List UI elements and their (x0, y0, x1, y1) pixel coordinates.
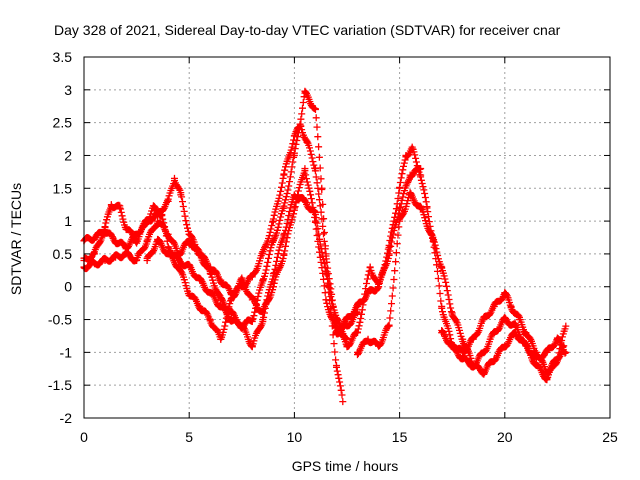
plot-frame (83, 56, 611, 419)
y-tick-label: 1 (64, 213, 72, 229)
y-tick-label: -1.5 (48, 377, 72, 393)
grid-lines (84, 57, 610, 418)
series-g (438, 327, 570, 378)
y-axis-label: SDTVAR / TECUs (8, 183, 24, 295)
y-tick-label: 2.5 (53, 115, 73, 131)
x-tick-label: 20 (497, 429, 513, 445)
series-track (438, 327, 569, 378)
y-tick-label: 3 (64, 82, 72, 98)
y-tick-label: 0 (64, 279, 72, 295)
y-tick-label: -1 (60, 344, 73, 360)
chart-title: Day 328 of 2021, Sidereal Day-to-day VTE… (54, 22, 561, 38)
x-tick-label: 15 (392, 429, 408, 445)
y-tick-label: 0.5 (53, 246, 73, 262)
x-tick-label: 25 (602, 429, 618, 445)
y-tick-label: -0.5 (48, 312, 72, 328)
y-tick-label: -2 (60, 410, 73, 426)
y-tick-label: 3.5 (53, 49, 73, 65)
x-tick-label: 0 (80, 429, 88, 445)
x-tick-label: 10 (287, 429, 303, 445)
axis-ticks: -2 -1.5 -1 -0.5 0 0.5 1 1.5 2 2.5 3 3.5 0 5 10 15 20 25 (48, 49, 618, 445)
data-series-layer (80, 87, 570, 406)
y-tick-label: 2 (64, 147, 72, 163)
series-d (143, 165, 425, 343)
data-point (339, 398, 347, 406)
series-track (143, 165, 424, 343)
x-tick-label: 5 (185, 429, 193, 445)
x-axis-label: GPS time / hours (292, 458, 399, 474)
y-tick-label: 1.5 (53, 180, 73, 196)
